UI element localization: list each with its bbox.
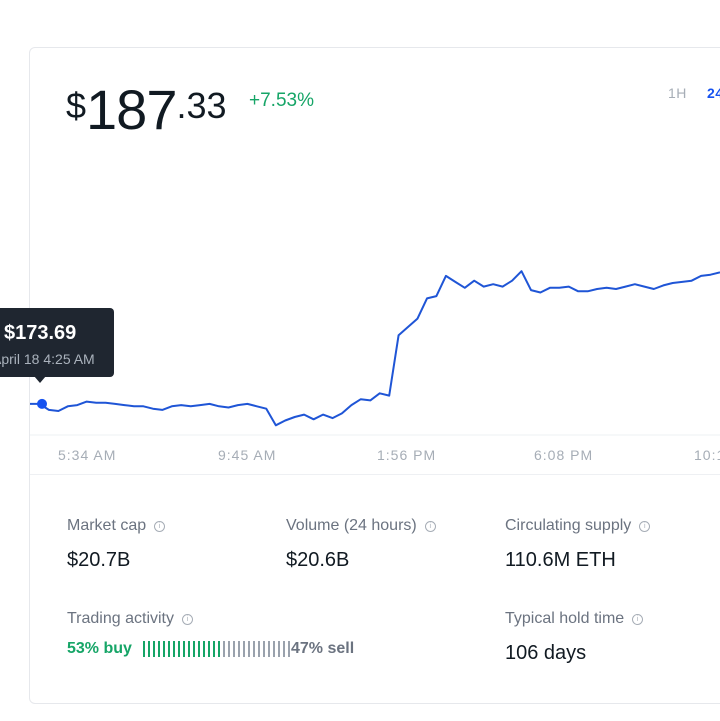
info-icon[interactable]: i: [182, 614, 193, 625]
sell-bar-segment: [273, 641, 275, 657]
info-icon[interactable]: i: [632, 614, 644, 625]
buy-bar-segment: [198, 641, 200, 657]
buy-bar-segment: [203, 641, 205, 657]
buy-percentage: 53% buy: [67, 640, 132, 657]
buy-bar-segment: [158, 641, 160, 657]
sell-bar-segment: [258, 641, 260, 657]
hold-time-label: Typical hold time i: [505, 610, 644, 628]
price-series-line: [30, 270, 720, 427]
buy-bar-segment: [143, 641, 145, 657]
buy-bar-segment: [153, 641, 155, 657]
sell-bar-segment: [243, 641, 245, 657]
sell-bar-segment: [263, 641, 265, 657]
sell-bar-segment: [268, 641, 270, 657]
sell-bar-segment: [253, 641, 255, 657]
trading-activity-label: Trading activity i: [67, 610, 193, 628]
circulating-supply-label: Circulating supply i: [505, 517, 651, 535]
buy-sell-bar: [143, 641, 290, 657]
range-24h-button[interactable]: 24: [707, 85, 720, 101]
tooltip-arrow: [34, 376, 46, 383]
x-tick-label: 10:1: [694, 447, 720, 463]
sell-bar-segment: [248, 641, 250, 657]
hold-time-value: 106 days: [505, 642, 587, 664]
info-icon[interactable]: i: [639, 521, 651, 532]
x-tick-label: 5:34 AM: [58, 447, 117, 463]
tooltip-date: April 18 4:25 AM: [0, 351, 95, 367]
sell-bar-segment: [223, 641, 225, 657]
volume-value: $20.6B: [286, 549, 350, 571]
stats-divider: [30, 474, 720, 475]
price-integer: 187: [86, 78, 177, 141]
market-cap-label: Market cap i: [67, 517, 166, 535]
market-cap-value: $20.7B: [67, 549, 131, 571]
buy-bar-segment: [178, 641, 180, 657]
sell-bar-segment: [288, 641, 290, 657]
sell-bar-segment: [228, 641, 230, 657]
x-tick-label: 6:08 PM: [534, 447, 594, 463]
buy-bar-segment: [218, 641, 220, 657]
sell-bar-segment: [238, 641, 240, 657]
buy-bar-segment: [168, 641, 170, 657]
buy-bar-segment: [208, 641, 210, 657]
buy-bar-segment: [173, 641, 175, 657]
sell-bar-segment: [283, 641, 285, 657]
buy-bar-segment: [163, 641, 165, 657]
sell-bar-segment: [278, 641, 280, 657]
price-change: +7.53%: [249, 90, 314, 111]
volume-label: Volume (24 hours) i: [286, 517, 436, 535]
tooltip-price: $173.69: [4, 322, 77, 344]
sell-bar-segment: [233, 641, 235, 657]
range-1h-button[interactable]: 1H: [668, 85, 687, 101]
buy-bar-segment: [213, 641, 215, 657]
price-decimal: .33: [176, 85, 227, 126]
currency-symbol: $: [66, 85, 87, 126]
info-icon[interactable]: i: [154, 521, 166, 532]
hover-point: [37, 398, 47, 409]
sell-percentage: 47% sell: [291, 640, 355, 657]
buy-bar-segment: [193, 641, 195, 657]
current-price: $187.33: [66, 82, 227, 138]
buy-bar-segment: [183, 641, 185, 657]
price-tooltip: $173.69 April 18 4:25 AM: [0, 308, 114, 383]
info-icon[interactable]: i: [424, 521, 436, 532]
x-tick-label: 9:45 AM: [218, 447, 277, 463]
price-chart-card: [29, 47, 720, 704]
circulating-supply-value: 110.6M ETH: [505, 549, 616, 571]
buy-bar-segment: [148, 641, 150, 657]
buy-bar-segment: [188, 641, 190, 657]
x-tick-label: 1:56 PM: [377, 447, 437, 463]
